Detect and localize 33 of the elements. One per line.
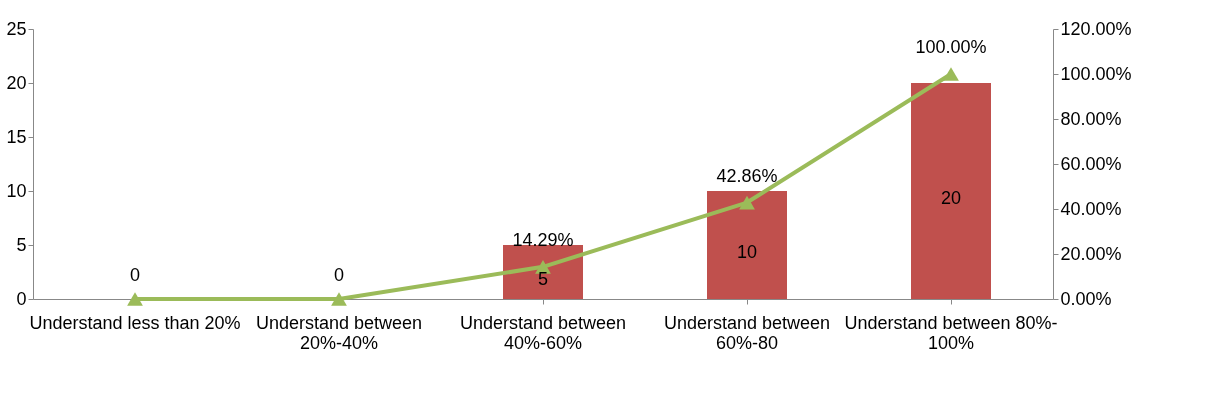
- x-tick-label: Understand between 40%-60%: [459, 312, 627, 353]
- point: [127, 292, 143, 306]
- data-label: 100.00%: [915, 37, 987, 57]
- data-label: 20: [940, 188, 962, 208]
- data-label: 42.86%: [716, 165, 778, 186]
- y-tick-label: 10: [6, 180, 27, 201]
- y2-tick-label: 100.00%: [1060, 63, 1132, 84]
- data-label: 14.29%: [512, 229, 574, 250]
- y-tick-label: 15: [6, 126, 27, 147]
- point: [739, 195, 755, 210]
- point: [943, 67, 959, 81]
- y2-tick-label: 0.00%: [1060, 288, 1112, 309]
- y-tick-label: 25: [6, 18, 27, 39]
- data-label: 0: [333, 265, 345, 285]
- data-label: 5: [537, 269, 549, 289]
- y-tick-label: 0: [16, 288, 27, 309]
- y2-tick-label: 20.00%: [1060, 243, 1122, 264]
- y2-tick-label: 60.00%: [1060, 153, 1122, 174]
- bar: [911, 83, 991, 299]
- bar: [707, 191, 787, 299]
- bar: [503, 245, 583, 299]
- y-tick-label: 20: [6, 72, 27, 93]
- data-label: 0: [129, 265, 141, 285]
- x-tick-label: Understand between 60%-80: [663, 312, 831, 353]
- y-tick-label: 5: [16, 234, 27, 255]
- x-tick-label: Understand less than 20%: [29, 312, 241, 333]
- x-tick-label: Understand between 80%- 100%: [844, 312, 1058, 353]
- y2-tick-label: 120.00%: [1060, 18, 1132, 39]
- y2-tick-label: 40.00%: [1060, 198, 1122, 219]
- point: [331, 292, 347, 306]
- x-tick-label: Understand between 20%-40%: [255, 312, 423, 353]
- data-label: 10: [736, 242, 758, 262]
- y2-tick-label: 80.00%: [1060, 108, 1122, 129]
